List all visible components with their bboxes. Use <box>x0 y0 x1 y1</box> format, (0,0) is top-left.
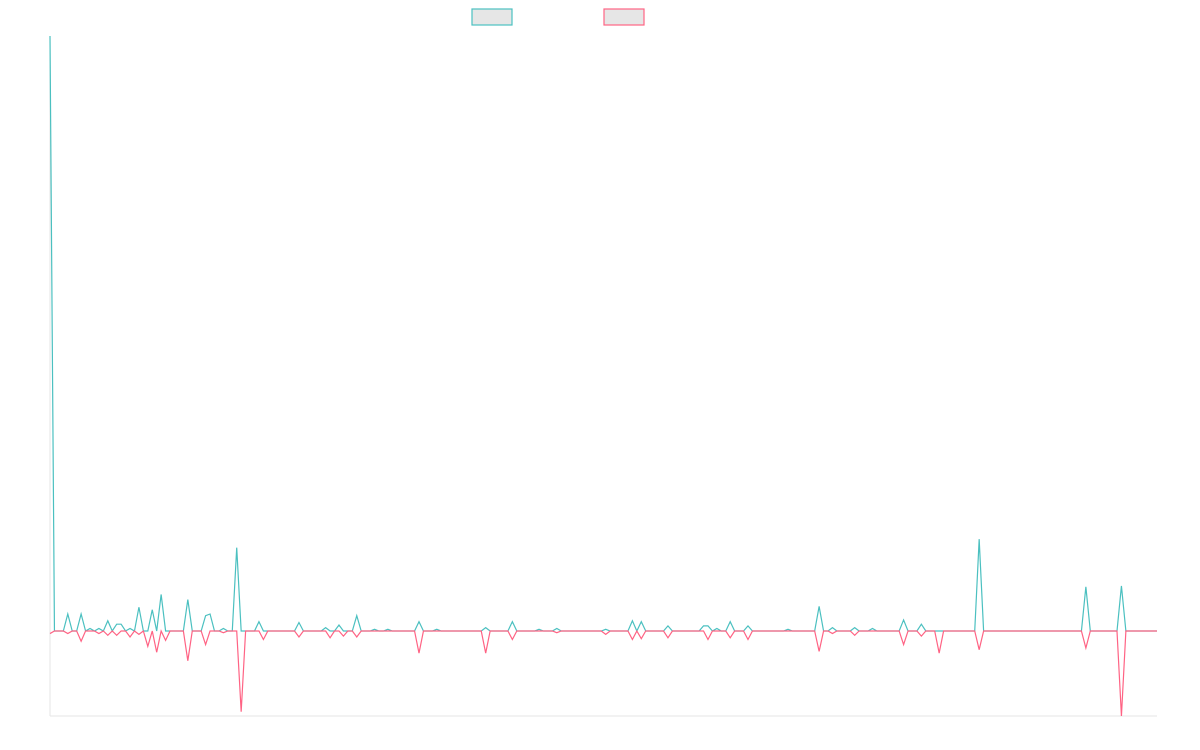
series-line <box>49 35 1157 633</box>
series-line <box>49 629 1157 717</box>
legend-swatch <box>603 8 645 26</box>
legend-swatch <box>471 8 513 26</box>
